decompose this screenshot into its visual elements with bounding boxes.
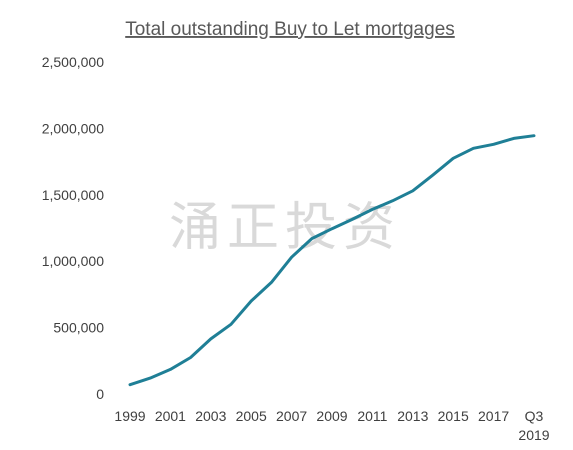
x-tick-label: 1999	[114, 408, 145, 424]
y-tick-label: 2,000,000	[42, 120, 104, 136]
y-tick-label: 2,500,000	[42, 54, 104, 70]
x-tick-label: 2015	[438, 408, 469, 424]
x-tick-label: Q3 2019	[518, 408, 549, 443]
chart-title: Total outstanding Buy to Let mortgages	[125, 19, 455, 40]
x-tick-label: 2003	[195, 408, 226, 424]
y-tick-label: 500,000	[53, 320, 104, 336]
x-tick-label: 2001	[155, 408, 186, 424]
x-tick-label: 2007	[276, 408, 307, 424]
series-line	[128, 134, 536, 387]
x-tick-label: 2005	[236, 408, 267, 424]
y-tick-label: 1,500,000	[42, 187, 104, 203]
y-tick-label: 1,000,000	[42, 253, 104, 269]
x-axis-ticks: 1999 2001 2003 2005 2007 2009 2011 2013 2015 2017…	[114, 408, 549, 443]
x-tick-label: 2017	[478, 408, 509, 424]
y-tick-label: 0	[96, 386, 104, 402]
x-tick-label: 2013	[397, 408, 428, 424]
x-tick-label: 2009	[316, 408, 347, 424]
x-tick-label: 2011	[357, 408, 387, 424]
watermark: 涌正投资	[169, 198, 401, 258]
y-axis-ticks: 0 500,000 1,000,000 1,500,000 2,000,000 2,500…	[42, 54, 105, 402]
